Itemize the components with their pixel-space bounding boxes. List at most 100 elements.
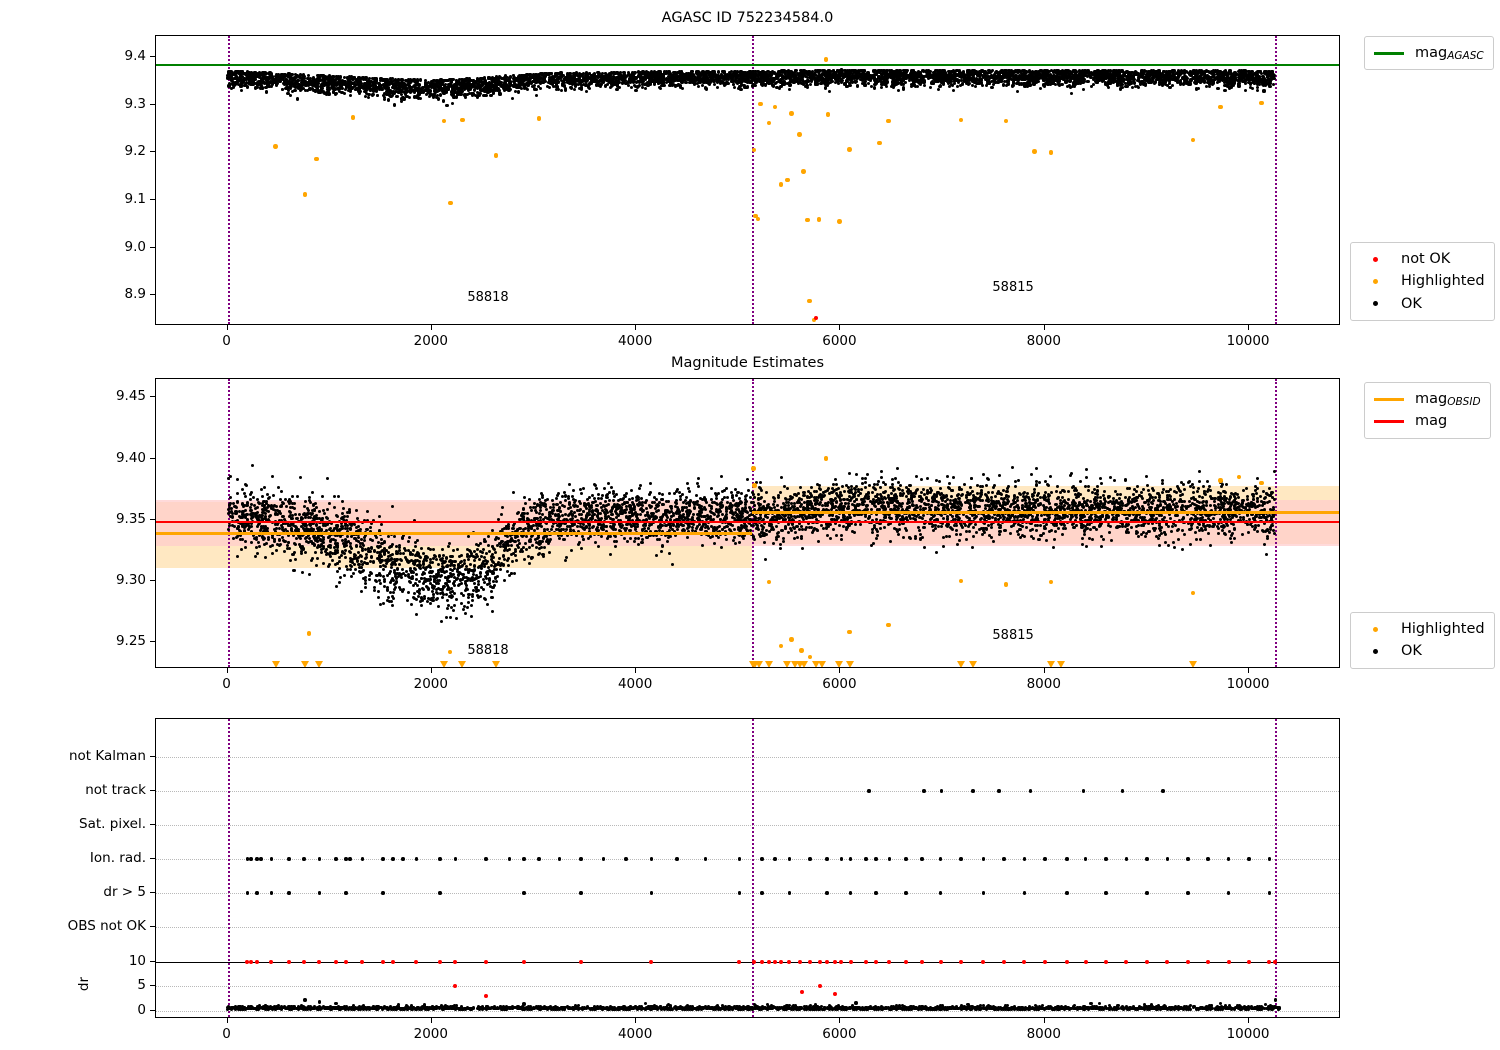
ok-point [696, 84, 700, 89]
ok-point [729, 79, 733, 83]
ok-point [989, 80, 994, 84]
ok-point [893, 71, 897, 75]
ok-point [519, 86, 524, 91]
ok-point [966, 82, 971, 86]
ok-point [317, 90, 321, 94]
ok-point [1204, 75, 1208, 79]
ok-point [979, 81, 984, 85]
ok-point [814, 82, 818, 86]
ok-point [1267, 74, 1271, 78]
ok-point [399, 92, 403, 97]
ok-point [654, 78, 658, 82]
ok-point [1066, 84, 1070, 88]
ok-point [293, 89, 297, 93]
ok-point [1245, 70, 1249, 74]
ok-point [1198, 69, 1202, 73]
obsid-separator-line [1274, 36, 1277, 324]
ok-point [547, 81, 551, 85]
ok-point [853, 80, 857, 84]
ok-point [327, 92, 331, 96]
ok-point [775, 85, 779, 89]
ok-point [498, 92, 502, 96]
ok-point [1142, 69, 1146, 74]
ok-point [572, 87, 576, 91]
ok-point [1093, 70, 1098, 74]
ok-point [753, 83, 757, 87]
ok-point [596, 71, 601, 75]
ok-point [701, 70, 705, 74]
ok-point [638, 76, 642, 81]
ok-point [859, 74, 863, 78]
ok-point [591, 79, 595, 83]
ok-point [761, 77, 766, 81]
ok-point [704, 80, 708, 84]
ok-point [788, 75, 793, 79]
ok-point [1127, 77, 1131, 81]
ok-point [923, 84, 927, 88]
ok-point [419, 78, 423, 82]
ok-point [346, 76, 351, 80]
ok-point [814, 77, 818, 81]
ok-point [236, 82, 240, 87]
ok-point [991, 82, 995, 87]
ok-point [644, 86, 648, 90]
ok-point [553, 85, 557, 89]
ok-point [802, 80, 806, 84]
ok-point [466, 85, 470, 89]
ok-point [1014, 81, 1018, 86]
ok-point [928, 85, 933, 90]
top-panel-axes [155, 35, 1340, 325]
ok-point [1066, 70, 1070, 74]
ok-point [739, 83, 743, 87]
ok-point [1195, 87, 1199, 91]
ok-point [1226, 84, 1230, 88]
ok-point [441, 99, 446, 103]
ok-point [863, 83, 868, 87]
ok-point [526, 83, 530, 88]
ok-point [1201, 79, 1205, 83]
ok-point [1055, 72, 1059, 76]
ok-point [607, 75, 611, 79]
ok-point [234, 81, 238, 85]
ok-point [516, 90, 520, 94]
ok-point [288, 94, 292, 98]
ok-point [392, 103, 396, 107]
ok-point [528, 76, 532, 80]
ok-point [843, 81, 847, 85]
ok-point [386, 98, 391, 102]
ok-point [938, 84, 942, 89]
ok-point [1223, 88, 1227, 93]
ok-point [1039, 86, 1043, 90]
ok-point [240, 75, 244, 79]
ok-point [241, 80, 245, 84]
ok-point [226, 76, 230, 80]
ok-point [874, 73, 878, 77]
ok-point [1115, 69, 1119, 73]
ok-point [934, 75, 938, 79]
ok-point [715, 85, 719, 90]
ok-point [683, 77, 688, 81]
ok-point [595, 80, 599, 84]
ok-point [1198, 80, 1202, 84]
ok-point [1175, 72, 1179, 76]
ok-point [836, 81, 840, 85]
ok-point [591, 76, 595, 80]
ok-point [684, 80, 688, 85]
ok-point [400, 97, 404, 101]
ok-point [1261, 74, 1265, 79]
ok-point [563, 86, 567, 91]
ok-point [884, 84, 888, 89]
ok-point [576, 80, 580, 84]
ok-point [709, 78, 713, 82]
ok-point [478, 91, 482, 95]
ok-point [632, 70, 636, 75]
ok-point [535, 87, 539, 92]
ok-point [1224, 78, 1228, 82]
ok-point [1197, 86, 1201, 90]
ok-point [1106, 81, 1110, 85]
ok-point [561, 73, 565, 78]
ok-point [866, 71, 870, 75]
ok-point [662, 83, 666, 87]
ok-point [1119, 83, 1123, 87]
ok-point [584, 79, 588, 84]
